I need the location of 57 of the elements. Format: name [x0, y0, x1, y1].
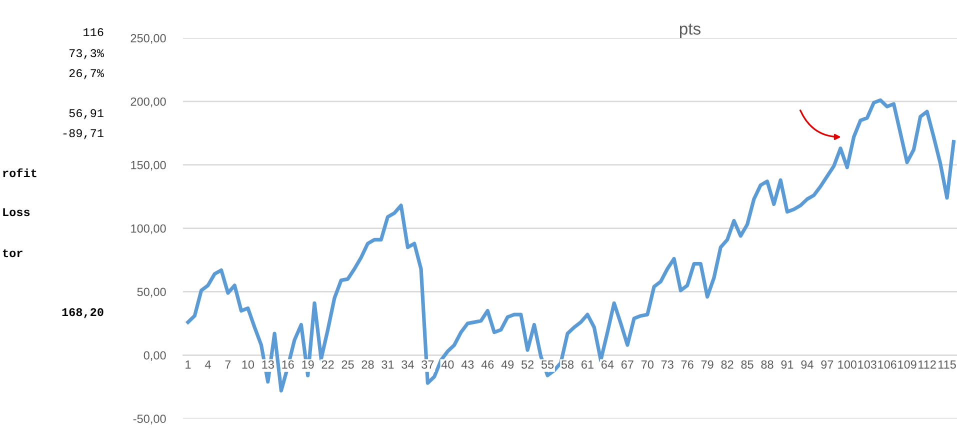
x-tick-label: 85: [741, 360, 754, 369]
x-tick-label: 28: [362, 360, 374, 369]
x-tick-label: 109: [898, 360, 916, 369]
chart-title: pts: [680, 24, 701, 38]
x-tick-label: 13: [262, 360, 274, 369]
text: 73,3%: [69, 49, 104, 60]
x-tick-label: 52: [521, 360, 534, 369]
x-tick-label: 16: [282, 360, 294, 369]
x-tick-label: 49: [501, 360, 514, 369]
x-tick-label: 19: [302, 360, 314, 369]
x-tick-label: 115: [938, 360, 956, 369]
x-tick-label: 106: [878, 360, 896, 369]
x-tick-label: 55: [541, 360, 554, 369]
x-tick-label: 103: [858, 360, 876, 369]
text: rofit: [3, 168, 36, 178]
x-tick-label: 4: [204, 360, 211, 369]
x-tick-label: 64: [601, 360, 614, 369]
text: 56,91: [69, 109, 104, 120]
text: 26,7%: [69, 69, 104, 80]
x-tick-label: 58: [561, 360, 574, 369]
x-tick-label: 43: [461, 360, 474, 369]
text: Loss: [3, 208, 30, 216]
y-tick-label: -50,00: [133, 414, 166, 424]
x-tick-label: 88: [761, 360, 774, 369]
x-tick-label: 25: [342, 360, 354, 369]
x-tick-label: 10: [242, 360, 254, 369]
y-tick-label: 0,00: [144, 351, 166, 361]
x-tick-label: 73: [661, 360, 674, 369]
x-tick-label: 40: [441, 360, 454, 369]
text: 168,20: [62, 308, 104, 318]
x-tick-label: 70: [641, 360, 654, 369]
text: 116: [84, 28, 104, 36]
x-tick-label: 31: [382, 360, 394, 369]
y-tick-label: 100,00: [131, 224, 166, 234]
x-tick-label: 46: [481, 360, 494, 369]
x-tick-label: 34: [402, 360, 414, 369]
x-tick-label: 76: [681, 360, 694, 369]
y-tick-label: 250,00: [130, 34, 166, 44]
line-series: [186, 98, 956, 392]
text: -89,71: [63, 129, 104, 140]
y-tick-label: 50,00: [137, 288, 166, 298]
text: tor: [2, 249, 22, 258]
x-tick-label: 97: [821, 360, 834, 369]
x-tick-label: 7: [225, 360, 231, 369]
x-tick-label: 100: [838, 360, 857, 369]
x-tick-label: 91: [781, 360, 794, 369]
y-tick-label: 150,00: [131, 160, 166, 171]
y-tick-label: 200,00: [130, 97, 166, 108]
x-tick-label: 67: [621, 360, 634, 369]
x-tick-label: 37: [422, 360, 434, 369]
x-tick-label: 79: [701, 360, 714, 369]
x-tick-label: 82: [721, 360, 734, 369]
x-tick-label: 61: [582, 360, 594, 369]
x-tick-label: 94: [801, 360, 814, 369]
x-tick-label: 1: [186, 360, 191, 369]
x-tick-label: 22: [322, 360, 334, 369]
x-tick-label: 112: [918, 360, 936, 369]
